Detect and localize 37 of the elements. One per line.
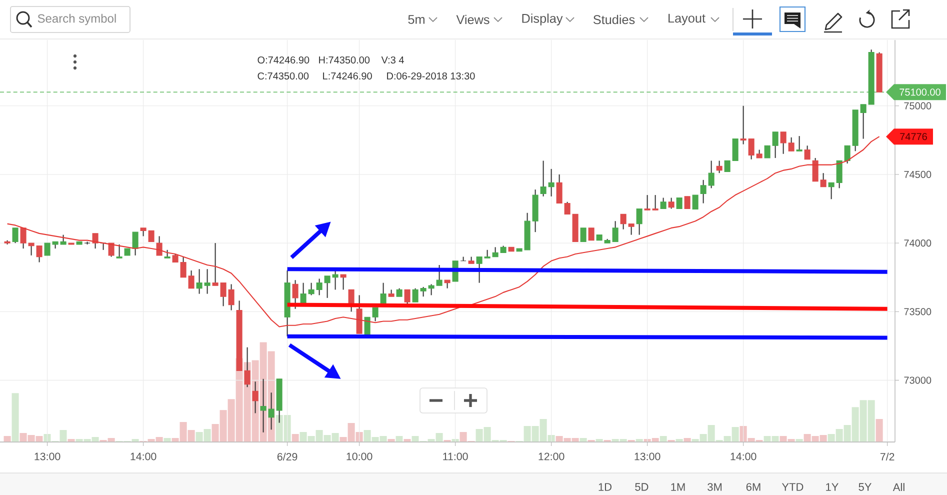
text: 1M bbox=[671, 483, 685, 491]
text: 6M bbox=[746, 483, 760, 491]
annotation: V:3 4 bbox=[381, 56, 404, 64]
text: Search symbol bbox=[38, 14, 116, 26]
ref-line-label: 75100.00 bbox=[900, 88, 940, 96]
annotation: O:74246.90 bbox=[258, 56, 310, 64]
text: 1D bbox=[598, 483, 612, 491]
annotation: L:74246.90 bbox=[323, 72, 372, 80]
text: All bbox=[892, 483, 904, 491]
annotation: C:74350.00 bbox=[258, 72, 309, 80]
text: Views bbox=[456, 14, 490, 24]
x-tick-label: 10:00 bbox=[346, 452, 372, 460]
text: YTD bbox=[782, 483, 804, 491]
x-tick-label: 14:00 bbox=[730, 452, 756, 460]
x-tick-label: 14:00 bbox=[130, 452, 156, 460]
y-tick-label: 75000 bbox=[904, 102, 932, 110]
x-tick-label: 13:00 bbox=[634, 452, 660, 460]
x-tick-label: 7/2 bbox=[880, 452, 894, 461]
text: 1Y bbox=[826, 483, 838, 491]
x-tick-label: 13:00 bbox=[34, 452, 60, 460]
text: 5m bbox=[408, 15, 424, 24]
y-tick-label: 74000 bbox=[904, 240, 932, 247]
text: 3M bbox=[708, 483, 722, 491]
text: 5Y bbox=[858, 483, 872, 491]
y-tick-label: 73500 bbox=[904, 308, 932, 316]
y-tick-label: 74500 bbox=[904, 170, 932, 178]
text: 74776 bbox=[900, 133, 927, 140]
annotation: H:74350.00 bbox=[319, 56, 370, 64]
text: 5D bbox=[635, 483, 648, 491]
y-tick-label: 73000 bbox=[904, 376, 932, 384]
annotation: D:06-29-2018 13:30 bbox=[387, 72, 475, 80]
text: Layout bbox=[668, 14, 706, 26]
x-tick-label: 12:00 bbox=[538, 452, 564, 460]
text: Display bbox=[522, 14, 563, 26]
x-tick-label: 6/29 bbox=[277, 452, 298, 461]
text: Studies bbox=[593, 14, 635, 24]
x-tick-label: 11:00 bbox=[443, 452, 468, 460]
